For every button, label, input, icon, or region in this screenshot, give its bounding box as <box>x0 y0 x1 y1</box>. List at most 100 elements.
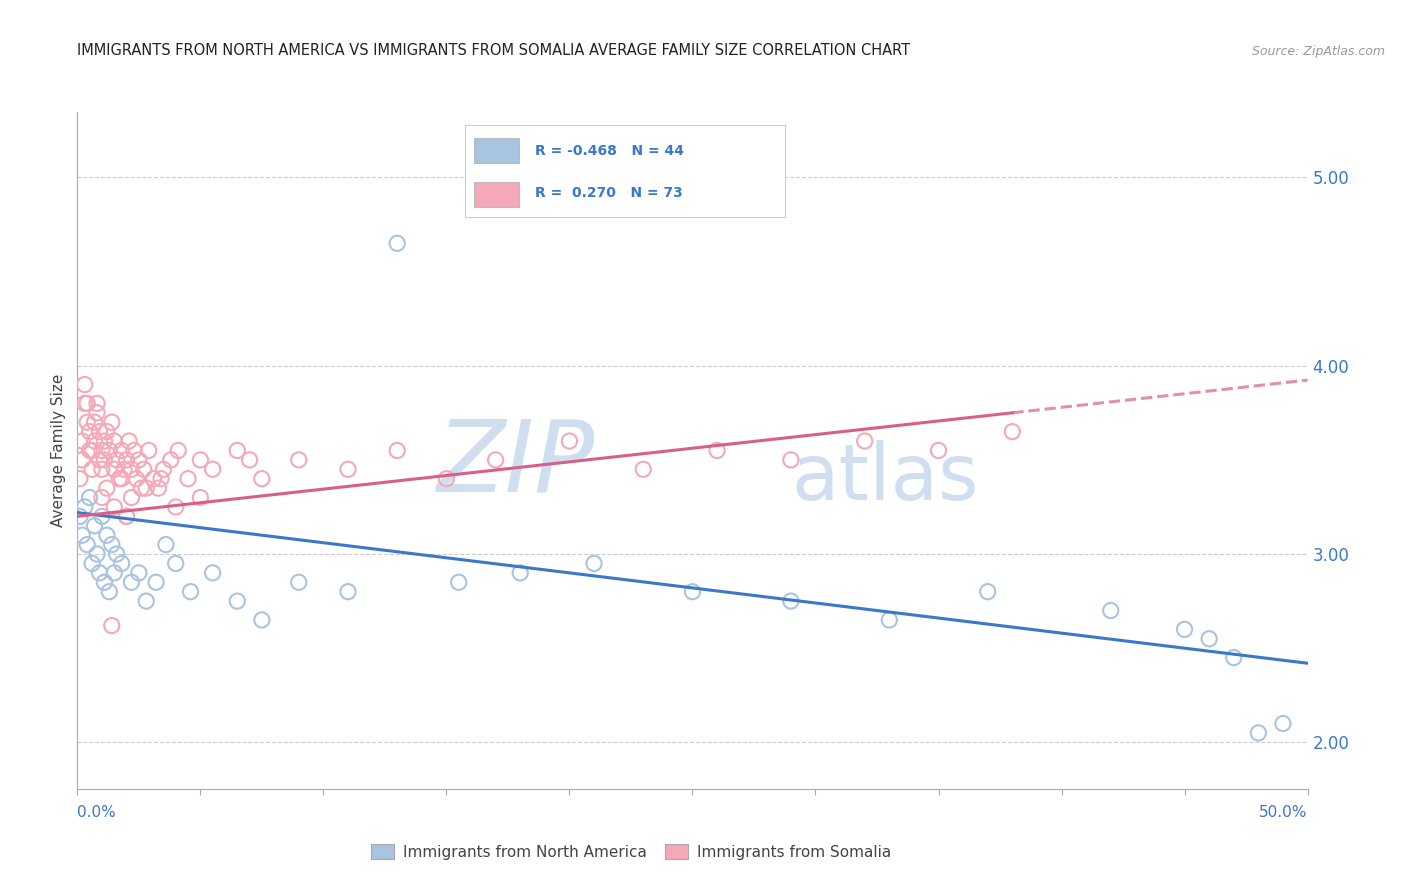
Point <box>70 453 93 467</box>
Point <box>76 538 98 552</box>
Point <box>86 396 108 410</box>
Point <box>90 443 114 458</box>
Point <box>447 575 470 590</box>
Point <box>138 443 160 458</box>
Point <box>90 491 114 505</box>
Point <box>73 396 96 410</box>
Point <box>226 594 249 608</box>
Text: atlas: atlas <box>792 440 979 516</box>
Point <box>111 557 132 571</box>
Point <box>112 462 135 476</box>
Point <box>385 236 409 251</box>
Point <box>180 584 202 599</box>
Point <box>122 443 145 458</box>
Point <box>93 453 115 467</box>
Point <box>118 434 141 448</box>
Point <box>337 584 360 599</box>
Point <box>96 425 118 439</box>
Point <box>96 528 118 542</box>
Point <box>96 481 118 495</box>
Point <box>128 453 150 467</box>
Point <box>436 472 458 486</box>
Point <box>879 613 901 627</box>
Point <box>558 434 581 448</box>
Point <box>86 406 108 420</box>
Point <box>148 481 170 495</box>
Point <box>79 425 101 439</box>
Point <box>188 491 212 505</box>
Point <box>135 594 157 608</box>
Point <box>633 462 655 476</box>
Text: 50.0%: 50.0% <box>1260 805 1308 820</box>
Point <box>70 434 93 448</box>
Point <box>1272 716 1295 731</box>
Text: ZIP: ZIP <box>436 416 595 513</box>
Point <box>89 566 111 580</box>
Point <box>706 443 728 458</box>
Point <box>101 618 124 632</box>
Legend: Immigrants from North America, Immigrants from Somalia: Immigrants from North America, Immigrant… <box>371 844 891 860</box>
Point <box>160 453 183 467</box>
Point <box>1198 632 1220 646</box>
Point <box>103 434 125 448</box>
Point <box>121 462 143 476</box>
Point <box>76 415 98 429</box>
Point <box>288 575 311 590</box>
Point <box>82 557 104 571</box>
Text: Source: ZipAtlas.com: Source: ZipAtlas.com <box>1251 45 1385 58</box>
Point <box>150 472 173 486</box>
Point <box>167 443 190 458</box>
Point <box>73 377 96 392</box>
Point <box>853 434 876 448</box>
Point <box>73 500 96 514</box>
Point <box>337 462 360 476</box>
Point <box>79 491 101 505</box>
Point <box>485 453 508 467</box>
Point <box>682 584 704 599</box>
Point <box>385 443 409 458</box>
Point <box>86 547 108 561</box>
Point <box>115 453 138 467</box>
Point <box>201 462 224 476</box>
Point <box>129 481 153 495</box>
Point <box>83 415 105 429</box>
Point <box>79 443 101 458</box>
Point <box>128 566 150 580</box>
Point <box>132 462 155 476</box>
Point <box>76 396 98 410</box>
Point <box>155 538 177 552</box>
Point <box>780 453 803 467</box>
Point <box>105 453 128 467</box>
Point <box>105 547 128 561</box>
Point <box>83 518 105 533</box>
Point <box>1099 603 1122 617</box>
Point <box>83 434 105 448</box>
Text: 0.0%: 0.0% <box>77 805 117 820</box>
Point <box>201 566 224 580</box>
Point <box>93 434 115 448</box>
Point <box>125 472 148 486</box>
Point <box>583 557 606 571</box>
Point <box>152 462 174 476</box>
Point <box>90 462 114 476</box>
Point <box>108 472 131 486</box>
Point <box>69 472 91 486</box>
Point <box>115 509 138 524</box>
Point <box>70 528 93 542</box>
Point <box>226 443 249 458</box>
Point <box>977 584 1000 599</box>
Point <box>111 472 132 486</box>
Point <box>121 575 143 590</box>
Point <box>188 453 212 467</box>
Point <box>145 575 167 590</box>
Point <box>928 443 950 458</box>
Point <box>1001 425 1024 439</box>
Point <box>89 453 111 467</box>
Point <box>115 509 138 524</box>
Point <box>288 453 311 467</box>
Point <box>177 472 200 486</box>
Point <box>103 462 125 476</box>
Point <box>780 594 803 608</box>
Point <box>239 453 262 467</box>
Point <box>89 425 111 439</box>
